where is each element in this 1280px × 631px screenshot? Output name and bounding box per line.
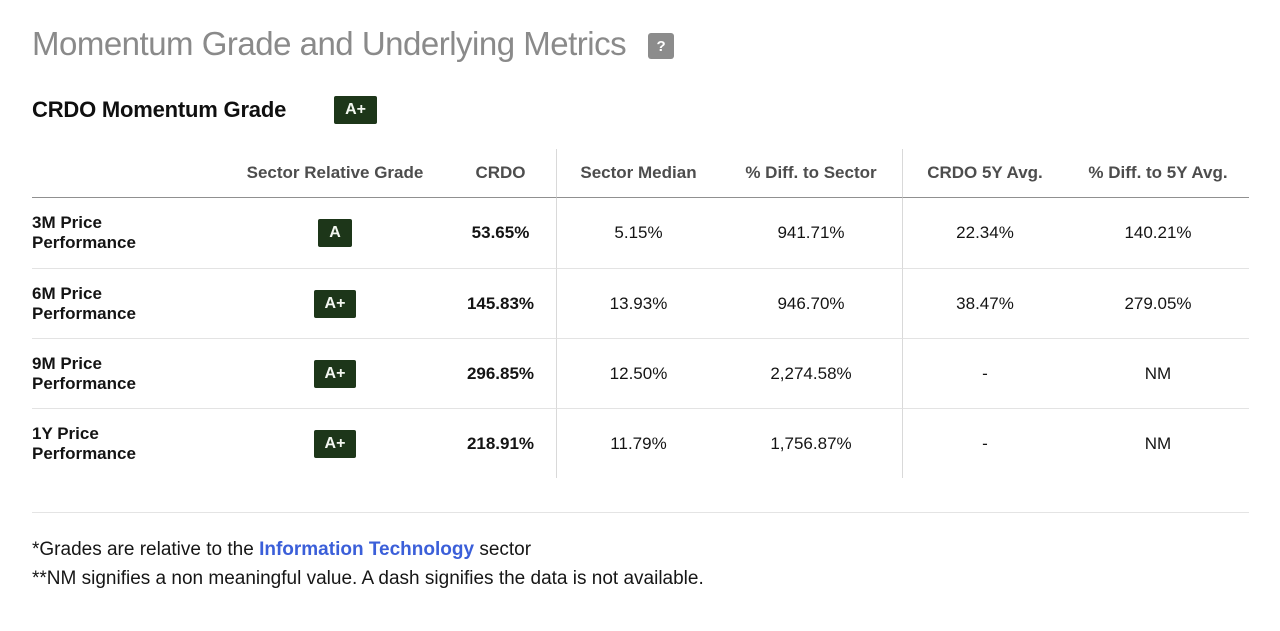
row-label-6m: 6M Price Performance: [32, 268, 225, 338]
column-header-blank: [32, 149, 225, 199]
diff-to-sector-9m: 2,274.58%: [720, 338, 903, 409]
row-label-3m: 3M Price Performance: [32, 213, 136, 253]
section-heading: CRDO Momentum Grade: [32, 97, 287, 123]
crdo-5y-avg-3m: 22.34%: [956, 223, 1014, 243]
grade-badge-3m: A: [318, 219, 352, 248]
grade-cell-9m: A+: [225, 338, 445, 408]
crdo-value-6m: 145.83%: [445, 268, 557, 339]
grade-badge-1y: A+: [313, 429, 357, 458]
footnote-grades-suffix: sector: [474, 539, 532, 561]
grade-badge-6m: A+: [313, 289, 357, 318]
footnotes: *Grades are relative to the Information …: [32, 535, 1249, 593]
overall-grade-badge: A+: [334, 96, 378, 125]
page-title-row: Momentum Grade and Underlying Metrics ?: [32, 25, 1249, 62]
page-title: Momentum Grade and Underlying Metrics: [32, 25, 627, 62]
crdo-5y-avg-6m: 38.47%: [903, 268, 1067, 338]
sector-median-6m: 13.93%: [557, 268, 720, 338]
footnote-grades-prefix: *Grades are relative to the: [32, 539, 260, 561]
footnote-grades: *Grades are relative to the Information …: [32, 535, 1249, 564]
grade-cell-6m: A+: [225, 268, 445, 338]
momentum-metrics-table: Sector Relative Grade CRDO Sector Median…: [32, 149, 1249, 479]
crdo-value-9m: 296.85%: [445, 338, 557, 409]
grade-cell-1y: A+: [225, 408, 445, 478]
diff-to-5y-avg-1y: NM: [1067, 408, 1249, 478]
diff-to-5y-avg-6m: 279.05%: [1067, 268, 1249, 338]
help-icon[interactable]: ?: [648, 33, 675, 60]
column-header-diff-to-sector: % Diff. to Sector: [720, 149, 903, 199]
column-header-diff-to-5y-avg: % Diff. to 5Y Avg.: [1067, 149, 1249, 199]
momentum-grade-page: Momentum Grade and Underlying Metrics ? …: [32, 25, 1249, 593]
diff-to-sector-1y: 1,756.87%: [720, 408, 903, 479]
crdo-5y-avg-1y: -: [903, 408, 1067, 478]
row-label-9m: 9M Price Performance: [32, 338, 225, 408]
grade-cell-3m: A: [225, 198, 445, 268]
footer-divider: [32, 512, 1249, 514]
column-header-crdo-5y-avg: CRDO 5Y Avg.: [903, 149, 1067, 199]
column-header-sector-relative-grade: Sector Relative Grade: [225, 149, 445, 199]
sector-link[interactable]: Information Technology: [259, 539, 475, 561]
diff-to-5y-avg-9m: NM: [1067, 338, 1249, 408]
sector-median-9m: 12.50%: [557, 338, 720, 408]
column-header-crdo: CRDO: [445, 149, 557, 199]
crdo-value-1y: 218.91%: [445, 408, 557, 479]
crdo-5y-avg-9m: -: [903, 338, 1067, 408]
column-header-sector-median: Sector Median: [557, 149, 720, 199]
footnote-nm: **NM signifies a non meaningful value. A…: [32, 568, 704, 590]
section-heading-row: CRDO Momentum Grade A+: [32, 96, 1249, 125]
sector-median-3m: 5.15%: [614, 223, 663, 243]
grade-badge-9m: A+: [313, 359, 357, 388]
sector-median-1y: 11.79%: [557, 408, 720, 478]
diff-to-5y-avg-3m: 140.21%: [1124, 223, 1192, 243]
diff-to-sector-3m: 941.71%: [720, 198, 903, 269]
diff-to-sector-6m: 946.70%: [720, 268, 903, 339]
crdo-value-3m: 53.65%: [445, 198, 557, 269]
row-label-1y: 1Y Price Performance: [32, 408, 225, 478]
